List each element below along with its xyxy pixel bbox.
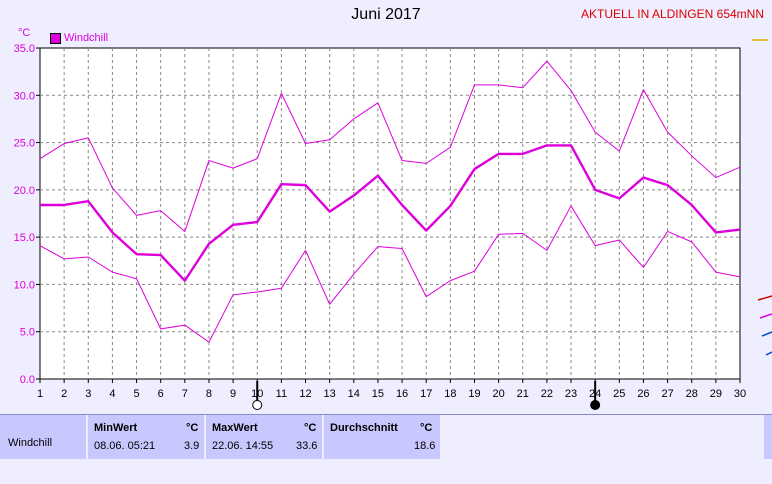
series-line-min <box>39 205 741 343</box>
x-tick-label: 5 <box>133 388 139 400</box>
x-tick-label: 27 <box>661 388 673 400</box>
side-indicator <box>761 331 772 337</box>
stats-divider <box>322 415 324 459</box>
x-tick-label: 4 <box>109 388 115 400</box>
stats-panel: Windchill MinWert °C 08.06. 05:21 3.9 Ma… <box>0 414 772 459</box>
x-tick-label: 6 <box>158 388 164 400</box>
y-tick-label: 30.0 <box>14 90 35 102</box>
avg-value: 18.6 <box>414 440 436 452</box>
x-tick-label: 13 <box>324 388 336 400</box>
x-tick-label: 20 <box>492 388 504 400</box>
y-tick-label: 35.0 <box>14 43 35 55</box>
max-value: 33.6 <box>296 440 318 452</box>
line-chart: 0.05.010.015.020.025.030.035.01 2 3 4 5 6 7 8 9 1… <box>14 39 772 410</box>
x-tick-label: 2 <box>61 388 67 400</box>
side-indicator <box>757 295 772 301</box>
series-line-max <box>39 60 741 232</box>
series-line-avg <box>40 144 741 282</box>
x-tick-label: 23 <box>565 388 577 400</box>
x-tick-label: 16 <box>396 388 408 400</box>
x-tick-label: 22 <box>541 388 553 400</box>
legend: Windchill <box>50 32 108 44</box>
min-unit: °C <box>186 422 199 434</box>
stats-row-label: Windchill <box>8 437 53 449</box>
stats-empty-area <box>442 415 764 459</box>
y-axis-unit: °C <box>18 27 31 39</box>
x-tick-label: 17 <box>420 388 432 400</box>
chart-title: Juni 2017 <box>351 6 421 23</box>
x-tick-label: 25 <box>613 388 625 400</box>
x-tick-label: 1 <box>37 388 43 400</box>
min-datetime: 08.06. 05:21 <box>94 440 156 452</box>
x-tick-label: 28 <box>686 388 698 400</box>
x-tick-label: 18 <box>444 388 456 400</box>
x-tick-label: 15 <box>372 388 384 400</box>
x-tick-label: 3 <box>85 388 91 400</box>
y-tick-label: 25.0 <box>14 138 35 150</box>
side-indicator <box>765 351 772 356</box>
x-tick-label: 29 <box>710 388 722 400</box>
y-tick-label: 15.0 <box>14 232 35 244</box>
max-datetime: 22.06. 14:55 <box>212 440 274 452</box>
avg-title: Durchschnitt <box>330 422 398 434</box>
legend-label: Windchill <box>64 32 109 44</box>
legend-swatch <box>50 32 61 44</box>
avg-unit: °C <box>420 422 433 434</box>
stats-divider <box>86 415 88 459</box>
y-tick-label: 5.0 <box>20 327 35 339</box>
x-tick-label: 26 <box>637 388 649 400</box>
x-tick-label: 12 <box>299 388 311 400</box>
x-tick-label: 14 <box>348 388 360 400</box>
x-tick-label: 21 <box>517 388 529 400</box>
location-label: AKTUELL IN ALDINGEN 654mNN <box>581 7 764 21</box>
x-tick-label: 19 <box>468 388 480 400</box>
y-tick-label: 0.0 <box>20 374 35 386</box>
y-tick-label: 10.0 <box>14 279 35 291</box>
moon-open-icon <box>252 400 263 410</box>
plot-area <box>39 47 741 380</box>
side-indicator <box>759 313 772 319</box>
min-value: 3.9 <box>184 440 200 452</box>
moon-filled-icon <box>590 400 601 410</box>
x-tick-label: 9 <box>230 388 236 400</box>
stats-divider <box>440 415 442 459</box>
min-title: MinWert <box>94 422 138 434</box>
max-title: MaxWert <box>212 422 258 434</box>
x-tick-label: 30 <box>734 388 746 400</box>
x-tick-label: 7 <box>182 388 188 400</box>
x-tick-label: 8 <box>206 388 212 400</box>
stats-divider <box>204 415 206 459</box>
max-unit: °C <box>304 422 317 434</box>
x-tick-label: 11 <box>276 388 287 400</box>
y-tick-label: 20.0 <box>14 185 35 197</box>
